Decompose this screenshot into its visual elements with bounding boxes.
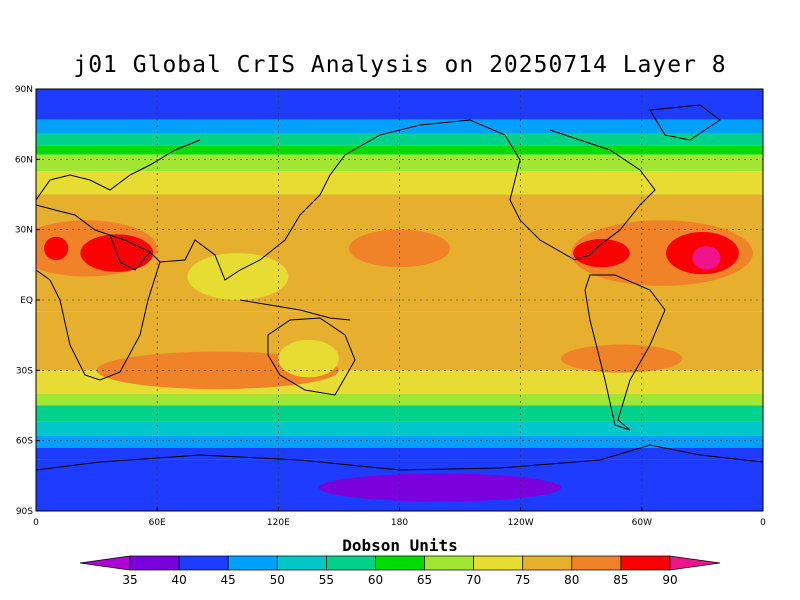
coastline-antarctica [36,444,763,471]
coastline-asia [159,119,506,281]
chart-title: j01 Global CrIS Analysis on 20250714 Lay… [73,52,727,78]
colorbar-swatch [620,555,671,571]
colorbar-swatch [571,555,622,571]
ozone-patch [692,246,721,270]
colorbar-swatch [473,555,524,571]
colorbar-level-label: 40 [171,573,186,587]
lat-tick-label: 30S [16,366,33,376]
coastline-greenland [649,104,721,141]
lat-tick-label: 30N [15,226,33,236]
ozone-band [36,447,763,460]
coastline-south-america [584,274,666,431]
colorbar-swatch [424,555,474,571]
coastline-africa [36,204,161,381]
colorbar-swatch [178,555,229,571]
lon-tick-label: 0 [760,518,766,528]
lat-tick-label: EQ [20,296,33,306]
colorbar-level-label: 50 [270,573,285,587]
coastline-europe [36,139,201,201]
ozone-patch [278,339,339,378]
colorbar-level-label: 85 [613,573,628,587]
colorbar-level-label: 80 [564,573,579,587]
colorbar-level-label: 45 [221,573,236,587]
ozone-band [36,133,763,146]
coastline-australia [267,317,356,396]
lat-tick-label: 60N [15,155,33,165]
ozone-band [36,393,763,406]
lat-tick-label: 90N [15,85,33,95]
colorbar-swatch [522,555,573,571]
ozone-band [36,171,763,195]
lat-tick-label: 60S [16,437,33,447]
colorbar-swatch [227,555,278,571]
coastline-arabia [109,234,151,253]
ozone-patch [349,229,450,268]
coastline-north-america [504,129,656,261]
colorbar-level-label: 65 [417,573,432,587]
colorbar-swatch [129,555,180,571]
colorbar-level-label: 70 [466,573,481,587]
ozone-patch [44,236,69,261]
ozone-band [36,435,763,448]
ozone-patch [187,253,289,300]
lon-tick-label: 120E [267,518,290,528]
lon-tick-label: 0 [33,518,39,528]
coastline-indonesia [239,299,351,321]
ozone-patch [573,239,630,268]
ozone-patch [561,344,683,373]
colorbar-swatch [375,555,425,571]
lon-tick-label: 60W [632,518,652,528]
lon-tick-label: 120W [508,518,534,528]
colorbar-swatch [326,555,376,571]
colorbar-level-label: 60 [368,573,383,587]
colorbar-level-label: 90 [662,573,677,587]
lon-tick-label: 180 [391,518,408,528]
colorbar-low-arrow [79,555,131,571]
colorbar-high-arrow [669,555,721,571]
colorbar-title: Dobson Units [342,536,458,555]
lat-tick-label: 90S [16,507,33,517]
colorbar-level-label: 55 [319,573,334,587]
lon-tick-label: 60E [149,518,166,528]
colorbar-level-label: 35 [122,573,137,587]
colorbar-level-label: 75 [515,573,530,587]
ozone-band [36,421,763,436]
ozone-patch [318,473,562,502]
colorbar-swatch [276,555,327,571]
